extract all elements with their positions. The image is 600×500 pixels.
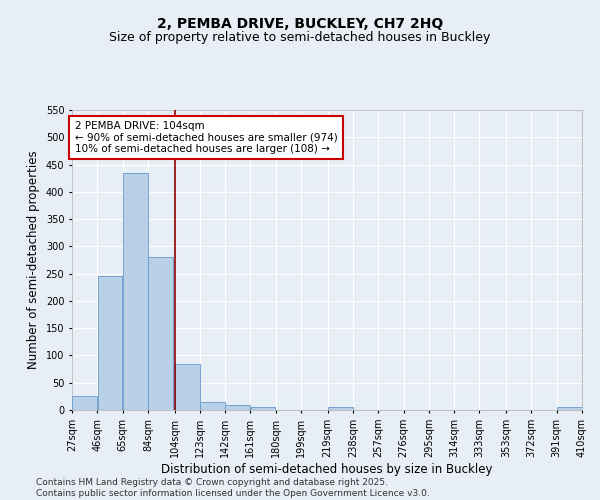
Bar: [200, 402, 225, 410]
Bar: [226, 404, 250, 410]
Bar: [123, 172, 148, 410]
Bar: [175, 364, 199, 410]
Bar: [98, 276, 122, 410]
Text: 2, PEMBA DRIVE, BUCKLEY, CH7 2HQ: 2, PEMBA DRIVE, BUCKLEY, CH7 2HQ: [157, 18, 443, 32]
Text: 2 PEMBA DRIVE: 104sqm
← 90% of semi-detached houses are smaller (974)
10% of sem: 2 PEMBA DRIVE: 104sqm ← 90% of semi-deta…: [74, 121, 337, 154]
X-axis label: Distribution of semi-detached houses by size in Buckley: Distribution of semi-detached houses by …: [161, 462, 493, 475]
Y-axis label: Number of semi-detached properties: Number of semi-detached properties: [27, 150, 40, 370]
Bar: [557, 408, 581, 410]
Text: Size of property relative to semi-detached houses in Buckley: Size of property relative to semi-detach…: [109, 31, 491, 44]
Bar: [73, 396, 97, 410]
Text: Contains HM Land Registry data © Crown copyright and database right 2025.
Contai: Contains HM Land Registry data © Crown c…: [36, 478, 430, 498]
Bar: [148, 258, 173, 410]
Bar: [251, 408, 275, 410]
Bar: [328, 408, 353, 410]
